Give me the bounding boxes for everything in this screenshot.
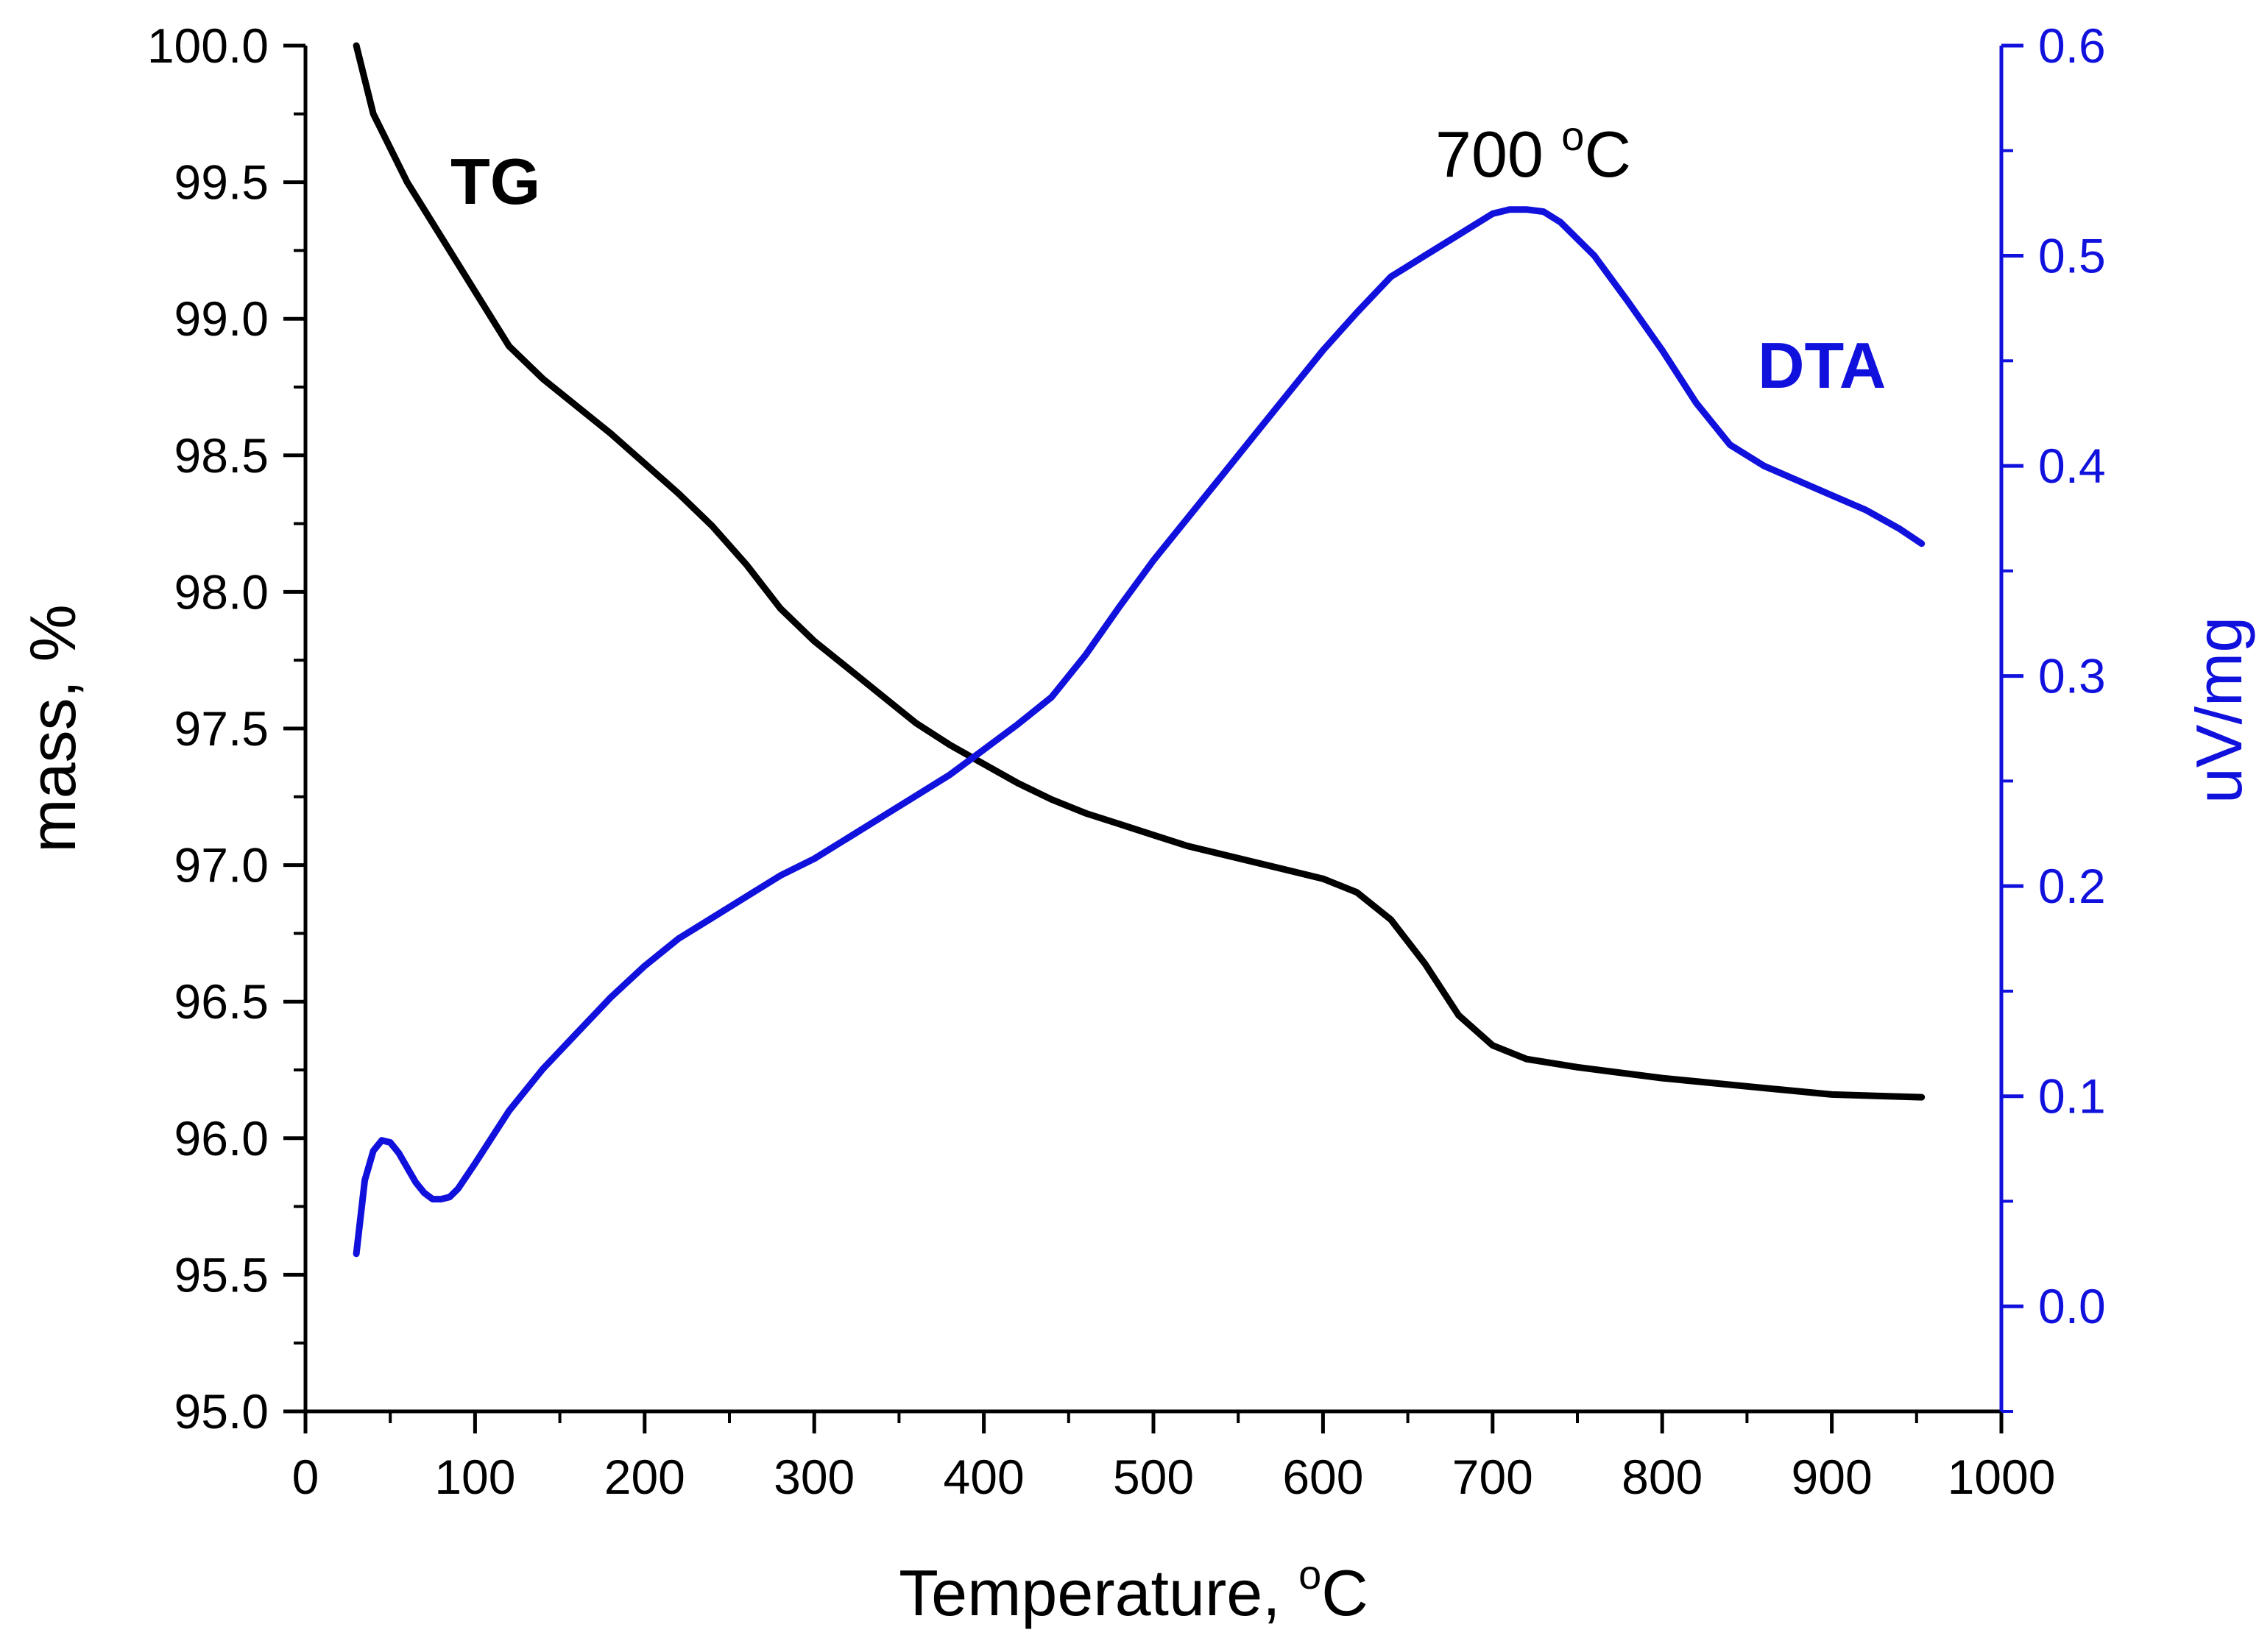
y-tick-label: 99.5 xyxy=(174,155,269,210)
dta-series-label: DTA xyxy=(1758,329,1886,402)
y-tick-label: 99.0 xyxy=(174,291,269,346)
x-tick-label: 900 xyxy=(1792,1450,1873,1504)
x-axis-title: Temperature, oC xyxy=(899,1551,1368,1629)
y-tick-label: 96.0 xyxy=(174,1111,269,1166)
x-axis-title-degree: o xyxy=(1298,1551,1321,1598)
x-tick-label: 300 xyxy=(774,1450,855,1504)
peak-temperature-unit: C xyxy=(1584,118,1631,191)
y2-tick-label: 0.5 xyxy=(2038,229,2106,283)
y2-tick-label: 0.4 xyxy=(2038,439,2106,493)
y-tick-label: 95.0 xyxy=(174,1384,269,1439)
y2-tick-label: 0.3 xyxy=(2038,649,2106,703)
peak-temperature-label: 700 oC xyxy=(1435,113,1631,191)
x-tick-label: 600 xyxy=(1282,1450,1363,1504)
x-tick-label: 700 xyxy=(1452,1450,1533,1504)
x-tick-label: 100 xyxy=(434,1450,515,1504)
y-tick-label: 98.0 xyxy=(174,564,269,619)
dta-series-line xyxy=(353,206,1926,1258)
tick-labels: 0 100 200 300 400 500 600 700 800 900 1000 95.0 95.5… xyxy=(147,18,2106,1504)
x-tick-label: 200 xyxy=(604,1450,685,1504)
y-tick-label: 95.5 xyxy=(174,1247,269,1302)
y-axis-left-title: mass, % xyxy=(16,604,89,852)
tg-series-label: TG xyxy=(450,145,540,218)
peak-temperature-degree: o xyxy=(1561,113,1584,159)
x-tick-label: 500 xyxy=(1113,1450,1194,1504)
peak-temperature-value: 700 xyxy=(1435,118,1561,191)
y-tick-label: 96.5 xyxy=(174,974,269,1029)
series-lines xyxy=(353,42,1926,1258)
y2-tick-label: 0.0 xyxy=(2038,1279,2106,1333)
y2-tick-label: 0.1 xyxy=(2038,1069,2106,1124)
x-tick-label: 800 xyxy=(1622,1450,1703,1504)
y-tick-label: 97.0 xyxy=(174,838,269,893)
x-tick-label: 400 xyxy=(944,1450,1025,1504)
x-axis-title-unit: C xyxy=(1321,1556,1368,1629)
tg-series-line xyxy=(353,42,1926,1101)
x-axis-title-text: Temperature, xyxy=(899,1556,1298,1629)
y-axis-right-title: uV/mg xyxy=(2182,617,2255,804)
x-tick-label: 1000 xyxy=(1948,1450,2056,1504)
y2-tick-label: 0.6 xyxy=(2038,18,2106,73)
y-tick-label: 98.5 xyxy=(174,428,269,483)
y2-tick-label: 0.2 xyxy=(2038,859,2106,913)
tick-marks xyxy=(283,43,2023,1433)
y-tick-label: 97.5 xyxy=(174,701,269,756)
x-tick-label: 0 xyxy=(292,1450,319,1504)
y-tick-label: 100.0 xyxy=(147,18,269,73)
